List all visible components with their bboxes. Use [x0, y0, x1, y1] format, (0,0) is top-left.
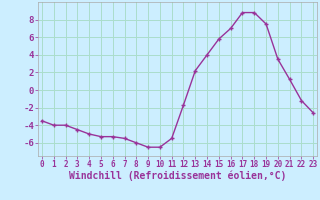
X-axis label: Windchill (Refroidissement éolien,°C): Windchill (Refroidissement éolien,°C) — [69, 171, 286, 181]
